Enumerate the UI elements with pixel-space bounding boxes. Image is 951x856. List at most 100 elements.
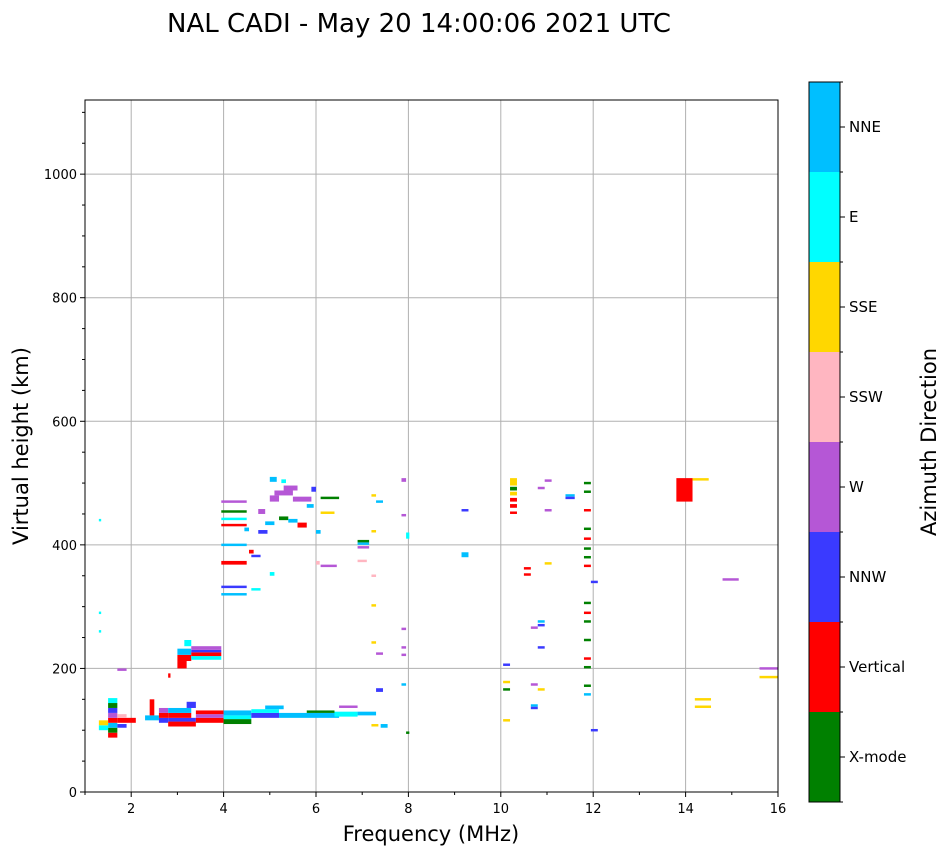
echo-point-sse — [371, 641, 377, 644]
y-tick-label: 200 — [52, 662, 77, 677]
colorbar-swatch-sse — [809, 262, 840, 352]
echo-point-e — [98, 725, 109, 731]
echo-point-nnw — [376, 688, 383, 692]
echo-point-ssw — [357, 559, 367, 563]
echo-point-vertical — [221, 523, 247, 527]
echo-point-vertical — [168, 721, 196, 727]
echo-point-w — [292, 496, 312, 502]
echo-point-x-mode — [108, 703, 118, 708]
echo-point-nnw — [590, 728, 598, 732]
echo-point-nne — [537, 620, 545, 623]
echo-point-w — [401, 653, 407, 657]
echo-point-sse — [510, 491, 517, 496]
echo-point-vertical — [583, 611, 591, 615]
echo-point-x-mode — [583, 547, 591, 550]
echo-point-nnw — [503, 663, 511, 666]
x-tick-label: 10 — [493, 802, 510, 817]
echo-point-x-mode — [108, 727, 118, 733]
echo-point-w — [530, 683, 538, 686]
y-tick-label: 800 — [52, 292, 77, 307]
x-tick-label: 14 — [677, 802, 694, 817]
echo-point-vertical — [297, 522, 307, 528]
echo-point-nnw — [311, 486, 316, 492]
echo-point-w — [158, 707, 169, 713]
echo-point-e — [269, 572, 275, 576]
echo-point-w — [108, 712, 118, 718]
echo-point-vertical — [523, 573, 531, 576]
colorbar-frame — [808, 81, 841, 803]
echo-point-w — [320, 564, 337, 568]
echo-point-w — [274, 490, 293, 496]
echo-point-nnw — [168, 717, 196, 722]
echo-point-e — [223, 715, 252, 720]
echo-point-x-mode — [320, 496, 340, 500]
echo-point-vertical — [249, 549, 254, 554]
echo-point-nne — [108, 722, 118, 728]
echo-point-w — [339, 705, 358, 708]
echo-point-x-mode — [306, 710, 335, 713]
echo-point-sse — [98, 720, 109, 726]
colorbar-swatch-ssw — [809, 352, 840, 442]
echo-point-sse — [694, 705, 712, 708]
echo-point-w — [722, 578, 739, 581]
echo-point-x-mode — [510, 486, 517, 491]
echo-point-x-mode — [583, 684, 591, 687]
echo-point-nne — [376, 500, 383, 503]
echo-point-e — [98, 518, 102, 522]
chart-title: NAL CADI - May 20 14:00:06 2021 UTC — [167, 9, 671, 39]
colorbar-swatch-x-mode — [809, 712, 840, 802]
echo-point-w — [221, 500, 247, 503]
echo-point-nne — [244, 527, 250, 532]
echo-point-nnw — [158, 717, 169, 723]
echo-point-e — [98, 630, 102, 633]
echo-point-vertical — [510, 504, 517, 508]
echo-point-vertical — [221, 560, 247, 565]
echo-point-nne — [357, 711, 377, 716]
echo-point-nnw — [117, 724, 127, 728]
colorbar: X-mode Vertical NNW W SSW SSE E NNE — [808, 81, 906, 803]
echo-point-nnw — [251, 712, 280, 718]
echo-point-nnw — [221, 585, 247, 589]
echo-point-w — [401, 478, 407, 482]
echo-point-w — [269, 495, 280, 502]
echo-point-vertical — [177, 661, 187, 669]
echo-point-e — [191, 656, 222, 660]
echo-point-sse — [320, 511, 335, 514]
echo-point-w — [117, 668, 127, 671]
echo-point-nne — [565, 494, 575, 497]
echo-point-x-mode — [583, 555, 591, 559]
echo-point-w — [401, 646, 407, 649]
echo-point-nnw — [258, 530, 268, 534]
x-tick-label: 6 — [312, 802, 320, 817]
echo-point-nnw — [537, 623, 545, 627]
echo-point-e — [108, 698, 118, 704]
y-axis: 0 200 400 600 800 1000 — [44, 111, 85, 801]
echo-point-w — [537, 486, 545, 490]
echo-point-nne — [401, 683, 407, 686]
colorbar-tick-label: NNE — [849, 118, 881, 136]
echo-point-sse — [503, 719, 511, 722]
echo-point-x-mode — [583, 638, 591, 642]
echo-point-nnw — [537, 646, 545, 649]
echo-point-vertical — [676, 478, 693, 502]
colorbar-swatch-vertical — [809, 622, 840, 712]
echo-point-vertical — [158, 712, 169, 718]
y-tick-label: 400 — [52, 539, 77, 554]
echo-point-nnw — [530, 706, 538, 710]
echo-point-nne — [265, 521, 275, 526]
echo-point-nne — [223, 710, 252, 716]
echo-point-ssw — [117, 714, 127, 718]
echo-point-vertical — [583, 564, 591, 568]
echo-point-sse — [692, 478, 709, 481]
echo-point-nne — [221, 543, 247, 547]
plot-frame — [84, 99, 779, 793]
echo-point-w — [530, 626, 538, 629]
echo-point-w — [191, 646, 222, 650]
echo-point-nne — [306, 504, 314, 508]
echo-point-nne — [316, 530, 321, 534]
echo-point-e — [334, 711, 358, 717]
echo-point-w — [544, 509, 552, 512]
colorbar-tick-label: X-mode — [849, 748, 906, 766]
